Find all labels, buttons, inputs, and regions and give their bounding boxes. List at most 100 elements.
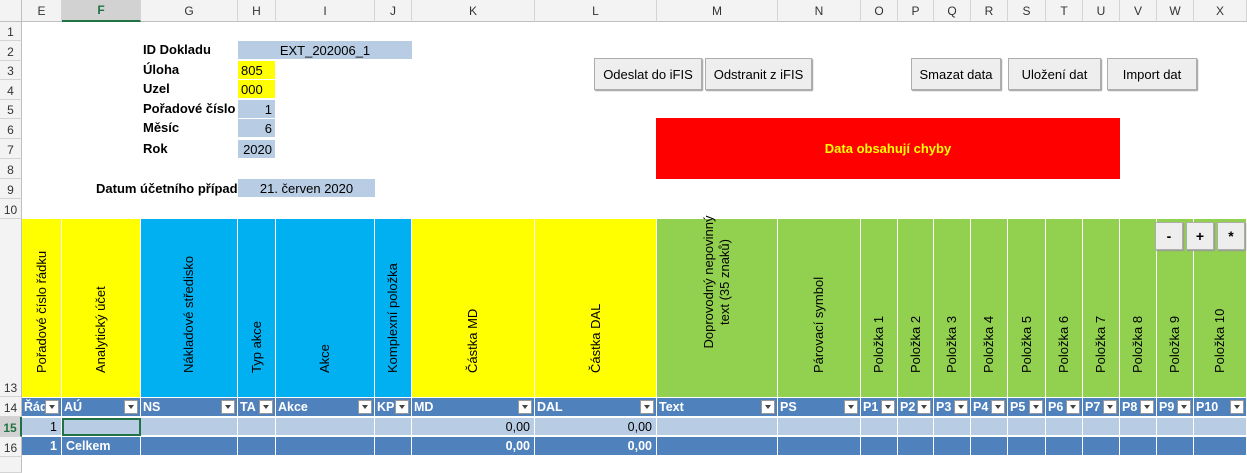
total-ps[interactable]	[778, 437, 861, 455]
total-rad[interactable]: 1	[22, 437, 62, 455]
cell-p9[interactable]	[1157, 418, 1194, 436]
row-header-2[interactable]: 2	[0, 41, 22, 61]
row-header-8[interactable]: 8	[0, 159, 22, 179]
cell-p2[interactable]	[898, 418, 934, 436]
cell-md[interactable]: 0,00	[412, 418, 535, 436]
row-header-17[interactable]	[0, 457, 22, 473]
column-header-t[interactable]: T	[1046, 0, 1083, 22]
filter-dropdown-icon[interactable]	[1066, 400, 1080, 414]
rok-value[interactable]: 2020	[238, 140, 275, 158]
row-header-15[interactable]: 15	[0, 417, 22, 437]
row-header-13[interactable]: 13	[0, 219, 22, 397]
filter-dropdown-icon[interactable]	[1029, 400, 1043, 414]
row-header-4[interactable]: 4	[0, 80, 22, 100]
filter-dropdown-icon[interactable]	[1140, 400, 1154, 414]
column-header-e[interactable]: E	[22, 0, 62, 22]
cell-ps[interactable]	[778, 418, 861, 436]
column-header-o[interactable]: O	[861, 0, 898, 22]
row-header-6[interactable]: 6	[0, 119, 22, 139]
filter-dropdown-icon[interactable]	[1177, 400, 1191, 414]
column-header-g[interactable]: G	[141, 0, 238, 22]
total-akce[interactable]	[276, 437, 375, 455]
row-header-3[interactable]: 3	[0, 61, 22, 80]
filter-dropdown-icon[interactable]	[259, 400, 273, 414]
filter-dropdown-icon[interactable]	[221, 400, 235, 414]
filter-dropdown-icon[interactable]	[124, 400, 138, 414]
column-header-s[interactable]: S	[1008, 0, 1046, 22]
mesic-value[interactable]: 6	[238, 119, 275, 137]
column-header-w[interactable]: W	[1157, 0, 1194, 22]
cell-p10[interactable]	[1194, 418, 1247, 436]
total-p5[interactable]	[1008, 437, 1046, 455]
cell-p6[interactable]	[1046, 418, 1083, 436]
remove-row-button[interactable]: -	[1155, 222, 1183, 250]
odeslat-button[interactable]: Odeslat do iFIS	[594, 58, 702, 90]
poradove-cislo-value[interactable]: 1	[238, 100, 275, 118]
filter-dropdown-icon[interactable]	[991, 400, 1005, 414]
column-header-u[interactable]: U	[1083, 0, 1120, 22]
total-p9[interactable]	[1157, 437, 1194, 455]
filter-dropdown-icon[interactable]	[640, 400, 654, 414]
cell-text[interactable]	[657, 418, 778, 436]
filter-dropdown-icon[interactable]	[395, 400, 409, 414]
filter-dropdown-icon[interactable]	[844, 400, 858, 414]
cell-ns[interactable]	[141, 418, 238, 436]
filter-dropdown-icon[interactable]	[518, 400, 532, 414]
column-header-j[interactable]: J	[375, 0, 412, 22]
cell-dal[interactable]: 0,00	[535, 418, 657, 436]
total-p10[interactable]	[1194, 437, 1247, 455]
total-p3[interactable]	[934, 437, 971, 455]
cell-p4[interactable]	[971, 418, 1008, 436]
column-header-n[interactable]: N	[778, 0, 861, 22]
odstranit-button[interactable]: Odstranit z iFIS	[705, 58, 812, 90]
column-header-p[interactable]: P	[898, 0, 934, 22]
column-header-x[interactable]: X	[1194, 0, 1247, 22]
datum-value[interactable]: 21. červen 2020	[238, 179, 375, 197]
row-header-7[interactable]: 7	[0, 139, 22, 159]
star-button[interactable]: *	[1217, 222, 1245, 250]
uzel-value[interactable]: 000	[238, 80, 275, 98]
column-header-v[interactable]: V	[1120, 0, 1157, 22]
total-label[interactable]: Celkem	[62, 437, 141, 455]
total-text[interactable]	[657, 437, 778, 455]
row-header-16[interactable]: 16	[0, 437, 22, 457]
total-dal[interactable]: 0,00	[535, 437, 657, 455]
add-row-button[interactable]: +	[1186, 222, 1214, 250]
row-header-14[interactable]: 14	[0, 397, 22, 417]
total-p7[interactable]	[1083, 437, 1120, 455]
ulozeni-dat-button[interactable]: Uložení dat	[1008, 58, 1101, 90]
column-header-r[interactable]: R	[971, 0, 1008, 22]
total-p8[interactable]	[1120, 437, 1157, 455]
column-header-m[interactable]: M	[657, 0, 778, 22]
total-ta[interactable]	[238, 437, 276, 455]
filter-dropdown-icon[interactable]	[1103, 400, 1117, 414]
row-header-10[interactable]: 10	[0, 199, 22, 219]
filter-dropdown-icon[interactable]	[358, 400, 372, 414]
filter-dropdown-icon[interactable]	[45, 400, 59, 414]
total-p2[interactable]	[898, 437, 934, 455]
total-p4[interactable]	[971, 437, 1008, 455]
column-header-i[interactable]: I	[276, 0, 375, 22]
row-header-5[interactable]: 5	[0, 100, 22, 119]
total-md[interactable]: 0,00	[412, 437, 535, 455]
cell-p1[interactable]	[861, 418, 898, 436]
cell-p7[interactable]	[1083, 418, 1120, 436]
column-header-l[interactable]: L	[535, 0, 657, 22]
filter-dropdown-icon[interactable]	[881, 400, 895, 414]
column-header-h[interactable]: H	[238, 0, 276, 22]
total-p6[interactable]	[1046, 437, 1083, 455]
filter-dropdown-icon[interactable]	[954, 400, 968, 414]
import-dat-button[interactable]: Import dat	[1107, 58, 1197, 90]
smazat-data-button[interactable]: Smazat data	[911, 58, 1001, 90]
cell-p8[interactable]	[1120, 418, 1157, 436]
cell-akce[interactable]	[276, 418, 375, 436]
cell-p3[interactable]	[934, 418, 971, 436]
column-header-k[interactable]: K	[412, 0, 535, 22]
filter-dropdown-icon[interactable]	[1230, 400, 1244, 414]
row-header-9[interactable]: 9	[0, 179, 22, 199]
total-p1[interactable]	[861, 437, 898, 455]
cell-p5[interactable]	[1008, 418, 1046, 436]
uloha-value[interactable]: 805	[238, 61, 275, 79]
cell-rad[interactable]: 1	[22, 418, 62, 436]
total-kp[interactable]	[375, 437, 412, 455]
